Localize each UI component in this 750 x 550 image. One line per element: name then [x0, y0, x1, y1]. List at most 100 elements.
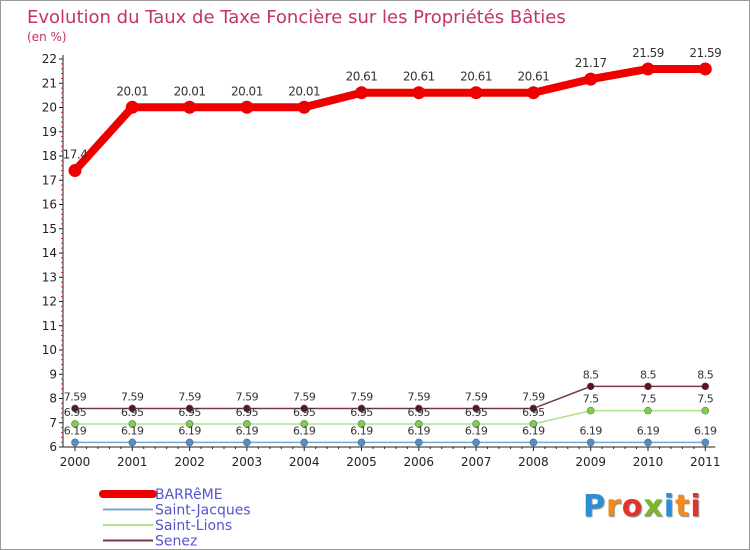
data-label: 6.95: [121, 406, 144, 419]
data-label: 6.19: [293, 424, 316, 437]
data-point: [529, 420, 538, 428]
chart-title: Evolution du Taux de Taxe Foncière sur l…: [27, 7, 566, 28]
logo-letter: t: [675, 489, 691, 524]
data-label: 7.59: [408, 390, 431, 403]
data-point: [357, 438, 366, 447]
data-point: [414, 404, 423, 413]
data-label: 20.01: [231, 84, 263, 98]
data-point: [586, 438, 595, 447]
data-point: [125, 100, 139, 114]
y-tick-label: 15: [42, 222, 57, 236]
y-tick-label: 22: [42, 52, 57, 66]
legend-label: Saint-Jacques: [155, 503, 251, 519]
y-tick-label: 14: [42, 246, 57, 260]
data-label: 20.01: [174, 84, 206, 98]
data-point: [297, 100, 311, 114]
data-point: [414, 420, 423, 428]
x-tick-label: 2005: [346, 455, 377, 469]
data-point: [128, 420, 137, 428]
data-point: [71, 438, 79, 447]
data-point: [584, 72, 598, 86]
data-label: 17.4: [63, 148, 88, 162]
data-label: 6.95: [236, 406, 259, 419]
data-point: [185, 404, 194, 413]
data-point: [355, 86, 368, 100]
y-tick-label: 8: [49, 392, 57, 406]
y-tick-label: 13: [42, 270, 57, 284]
chart-subtitle: (en %): [27, 30, 67, 44]
data-label: 21.17: [575, 56, 607, 70]
x-tick-label: 2010: [633, 455, 664, 469]
x-tick-label: 2003: [232, 455, 263, 469]
data-point: [412, 86, 426, 100]
data-point: [243, 420, 251, 428]
data-label: 21.59: [632, 46, 664, 60]
data-label: 6.95: [350, 406, 373, 419]
data-point: [586, 382, 595, 391]
logo-letter: r: [606, 489, 622, 524]
data-point: [698, 62, 712, 76]
data-label: 6.19: [579, 424, 602, 437]
data-labels: 17.4 20.01 20.01 20.01 20.01 20.61 20.61 20.61 2…: [63, 46, 722, 437]
logo-letter: x: [643, 489, 664, 524]
data-point: [529, 438, 538, 447]
y-tick-label: 17: [42, 173, 57, 187]
data-label: 6.19: [694, 424, 717, 437]
data-label: 8.5: [697, 368, 713, 381]
data-label: 6.95: [522, 406, 545, 419]
x-tick-label: 2008: [518, 455, 549, 469]
data-label: 6.19: [236, 424, 259, 437]
data-label: 20.61: [460, 70, 492, 84]
data-point: [71, 404, 79, 413]
x-tick-label: 2006: [404, 455, 435, 469]
data-point: [529, 404, 538, 413]
data-label: 6.95: [293, 406, 316, 419]
data-point: [644, 406, 652, 415]
data-label: 6.95: [178, 406, 201, 419]
data-label: 6.19: [121, 424, 144, 437]
data-point: [701, 382, 710, 391]
x-tick-label: 2001: [117, 455, 148, 469]
data-label: 7.59: [293, 390, 316, 403]
data-label: 6.19: [465, 424, 488, 437]
y-tick-label: 21: [42, 76, 57, 90]
data-point: [243, 404, 251, 413]
series-line: [74, 385, 707, 410]
data-point: [183, 100, 197, 114]
proxiti-logo: Proxiti: [583, 489, 702, 524]
data-point: [128, 404, 137, 413]
data-label: 20.61: [346, 70, 378, 84]
logo-letter: i: [663, 489, 676, 524]
data-label: 7.5: [583, 393, 599, 406]
y-tick-label: 18: [42, 149, 57, 163]
y-tick-label: 9: [49, 367, 57, 381]
data-label: 7.59: [350, 390, 373, 403]
data-point: [300, 420, 309, 428]
data-label: 20.01: [288, 84, 320, 98]
data-point: [300, 438, 309, 447]
data-label: 6.19: [408, 424, 431, 437]
data-label: 6.19: [350, 424, 373, 437]
data-point: [128, 438, 137, 447]
data-point: [357, 420, 366, 428]
axes: 6 7 8 9 10 11 12 13 14 15 16 17 18 19 20 21 22 2000 2001 20…: [42, 52, 721, 469]
data-label: 6.95: [465, 406, 488, 419]
data-label: 7.59: [522, 390, 545, 403]
data-point: [586, 406, 595, 415]
data-label: 8.5: [640, 368, 656, 381]
data-point: [469, 86, 483, 100]
data-point: [414, 438, 423, 447]
data-point: [472, 420, 480, 428]
y-tick-label: 16: [42, 198, 57, 212]
data-label: 6.19: [522, 424, 545, 437]
data-label: 7.5: [697, 393, 713, 406]
y-tick-label: 11: [42, 319, 57, 333]
legend-label: Senez: [155, 534, 197, 550]
data-label: 21.59: [689, 46, 721, 60]
data-point: [300, 404, 309, 413]
data-point: [185, 420, 194, 428]
y-tick-label: 12: [42, 295, 57, 309]
series-line: [74, 409, 707, 425]
